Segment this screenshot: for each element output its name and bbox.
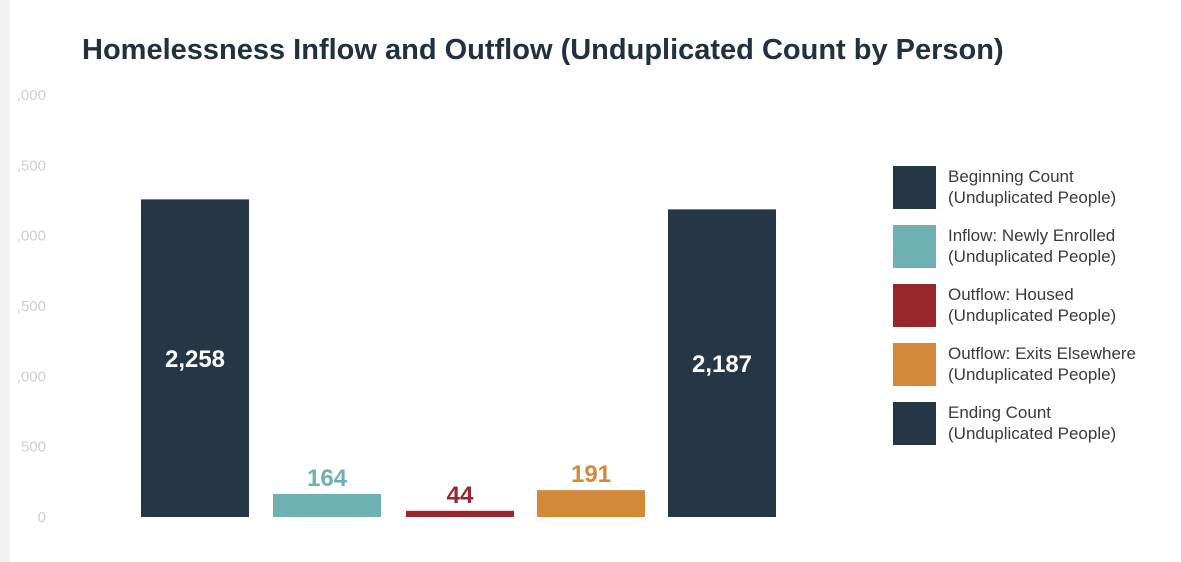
y-tick-label: ,500 bbox=[17, 298, 46, 315]
bar-value-label: 2,187 bbox=[692, 351, 752, 378]
legend-swatch bbox=[893, 402, 936, 445]
legend-swatch bbox=[893, 166, 936, 209]
y-tick-label: 500 bbox=[21, 439, 46, 456]
chart-legend: Beginning Count (Unduplicated People) Inf… bbox=[893, 166, 1179, 461]
bar-value-label: 44 bbox=[447, 482, 474, 509]
bar-value-label: 191 bbox=[571, 461, 611, 488]
bar bbox=[141, 199, 249, 517]
legend-label: Inflow: Newly Enrolled (Unduplicated Peo… bbox=[948, 226, 1117, 266]
legend-item: Outflow: Exits Elsewhere (Unduplicated P… bbox=[893, 343, 1179, 402]
y-tick-label: ,000 bbox=[17, 368, 46, 385]
y-tick-label: ,000 bbox=[17, 228, 46, 245]
bar bbox=[406, 510, 514, 517]
legend-item: Inflow: Newly Enrolled (Unduplicated Peo… bbox=[893, 225, 1179, 284]
legend-label: Outflow: Exits Elsewhere (Unduplicated P… bbox=[948, 344, 1137, 384]
y-tick-label: ,500 bbox=[17, 157, 46, 174]
legend-item: Outflow: Housed (Unduplicated People) bbox=[893, 284, 1179, 343]
legend-swatch bbox=[893, 343, 936, 386]
left-edge-strip bbox=[0, 0, 10, 562]
bar bbox=[668, 209, 776, 517]
y-tick-label: 0 bbox=[38, 509, 46, 526]
bar-chart: 0 500 ,000 ,500 ,000 ,500 ,000 2,258 164 44 191 2,1… bbox=[17, 87, 776, 526]
legend-label: Outflow: Housed (Unduplicated People) bbox=[948, 285, 1117, 325]
bar bbox=[537, 490, 645, 517]
legend-swatch bbox=[893, 284, 936, 327]
chart-title: Homelessness Inflow and Outflow (Undupli… bbox=[82, 34, 1004, 66]
bar bbox=[273, 493, 381, 517]
y-tick-label: ,000 bbox=[17, 87, 46, 104]
legend-item: Beginning Count (Unduplicated People) bbox=[893, 166, 1179, 225]
bar-value-label: 164 bbox=[307, 465, 348, 492]
legend-label: Ending Count (Unduplicated People) bbox=[948, 403, 1117, 443]
legend-swatch bbox=[893, 225, 936, 268]
bar-value-label: 2,258 bbox=[165, 346, 225, 373]
legend-label: Beginning Count (Unduplicated People) bbox=[948, 167, 1117, 207]
legend-item: Ending Count (Unduplicated People) bbox=[893, 402, 1179, 461]
